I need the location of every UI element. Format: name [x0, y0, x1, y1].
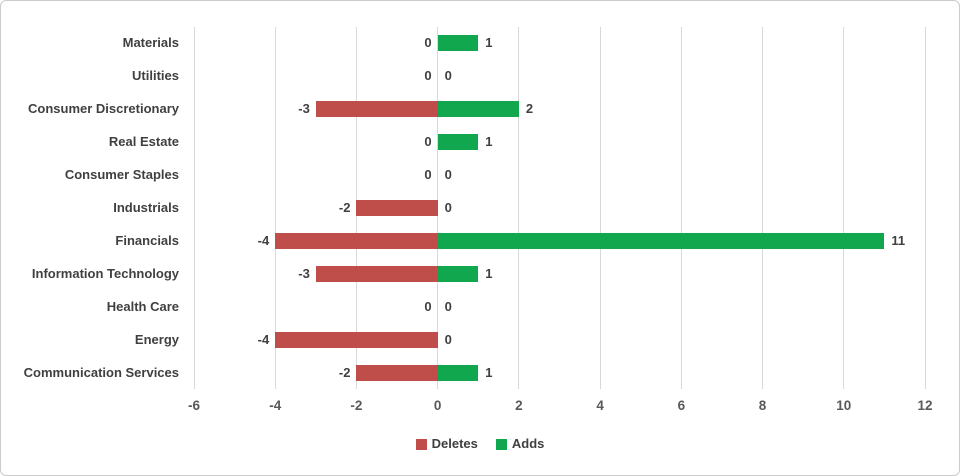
- adds-bar: [437, 134, 479, 151]
- gridline-x-0: [437, 27, 439, 389]
- category-label: Real Estate: [108, 134, 179, 150]
- deletes-bar: [275, 331, 438, 348]
- category-label: Materials: [122, 35, 179, 51]
- deletes-bar: [315, 265, 438, 282]
- x-tick-label: -4: [269, 398, 282, 413]
- legend-item-adds: Adds: [495, 436, 545, 451]
- adds-data-label: 0: [444, 298, 452, 314]
- legend-label-deletes: Deletes: [431, 436, 478, 451]
- adds-bar: [437, 35, 479, 52]
- legend-label-adds: Adds: [511, 436, 545, 451]
- deletes-data-label: -4: [257, 232, 270, 248]
- legend-swatch-adds: [495, 438, 507, 450]
- gridline-x-2: [518, 27, 520, 389]
- adds-data-label: 1: [485, 364, 493, 380]
- deletes-bar: [356, 364, 438, 381]
- deletes-data-label: -2: [338, 200, 351, 215]
- legend: Deletes Adds: [1, 437, 959, 451]
- gridline-x-8: [762, 27, 764, 389]
- category-label: Utilities: [132, 68, 179, 84]
- gridline-x-6: [680, 27, 682, 389]
- adds-bar: [437, 101, 519, 118]
- adds-data-label: 0: [444, 200, 452, 215]
- deletes-data-label: -3: [298, 265, 310, 281]
- category-label: Consumer Staples: [64, 167, 179, 183]
- category-label: Industrials: [113, 200, 179, 215]
- adds-data-label: 0: [444, 68, 452, 84]
- adds-bar: [437, 265, 479, 282]
- gridline-x--4: [274, 27, 276, 389]
- gridline-x-4: [599, 27, 601, 389]
- deletes-data-label: 0: [424, 167, 432, 183]
- adds-bar: [437, 364, 479, 381]
- adds-data-label: 1: [485, 134, 493, 150]
- deletes-data-label: 0: [424, 298, 432, 314]
- adds-data-label: 1: [485, 265, 493, 281]
- deletes-data-label: 0: [424, 134, 432, 150]
- gridline-x--6: [193, 27, 195, 389]
- gridline-x-12: [924, 27, 926, 389]
- gridline-x-10: [843, 27, 845, 389]
- deletes-data-label: -3: [298, 101, 310, 117]
- category-label: Information Technology: [31, 265, 179, 281]
- deletes-data-label: -4: [257, 331, 270, 347]
- category-label: Health Care: [106, 298, 179, 314]
- adds-data-label: 2: [525, 101, 534, 117]
- adds-data-label: 11: [891, 232, 906, 248]
- legend-item-deletes: Deletes: [415, 436, 478, 451]
- deletes-bar: [356, 200, 438, 216]
- deletes-data-label: -2: [338, 364, 351, 380]
- deletes-bar: [315, 101, 438, 118]
- deletes-bar: [275, 232, 438, 249]
- adds-data-label: 0: [444, 167, 452, 183]
- adds-data-label: 1: [485, 35, 493, 51]
- category-label: Consumer Discretionary: [28, 101, 179, 117]
- deletes-data-label: 0: [424, 68, 432, 84]
- x-tick-label: 4: [596, 398, 604, 413]
- x-tick-label: 8: [758, 398, 767, 413]
- x-tick-label: 2: [515, 398, 523, 413]
- category-label: Energy: [134, 331, 179, 347]
- x-tick-label: -6: [187, 398, 200, 413]
- adds-data-label: 0: [444, 331, 452, 347]
- category-label: Communication Services: [23, 364, 179, 380]
- x-tick-label: 12: [917, 398, 933, 413]
- deletes-data-label: 0: [424, 35, 432, 51]
- x-tick-label: 10: [836, 398, 852, 413]
- x-tick-label: 6: [677, 398, 686, 413]
- x-tick-label: -2: [350, 398, 363, 413]
- adds-bar: [437, 232, 885, 249]
- category-label: Financials: [115, 232, 179, 248]
- x-tick-label: 0: [433, 398, 442, 413]
- legend-swatch-deletes: [415, 438, 427, 450]
